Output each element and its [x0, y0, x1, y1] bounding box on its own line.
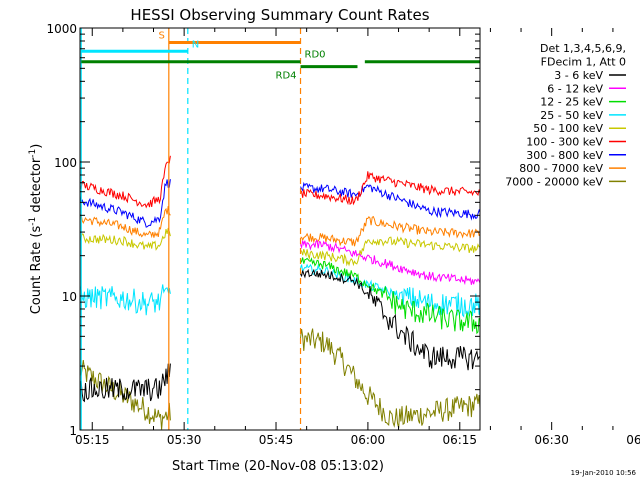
legend-label-0: 3 - 6 keV	[554, 69, 603, 82]
series-trace-4	[80, 227, 480, 267]
legend-label-4: 50 - 100 keV	[533, 122, 603, 135]
series-trace-0	[80, 268, 480, 403]
chart-title: HESSI Observing Summary Count Rates	[130, 6, 429, 24]
y-axis-label-main: Count Rate (s	[29, 226, 44, 315]
y-axis-label: Count Rate (s-1 detector-1)	[28, 144, 44, 315]
legend-label-3: 25 - 50 keV	[540, 109, 603, 122]
flag-label-4: RD4	[276, 71, 297, 82]
series-trace-8	[80, 328, 480, 430]
legend-label-8: 7000 - 20000 keV	[505, 175, 603, 188]
legend-label-1: 6 - 12 keV	[547, 82, 603, 95]
legend-header-0: Det 1,3,4,5,6,9,	[540, 42, 626, 55]
y-tick-label-3: 1000	[46, 22, 77, 36]
flag-label-3: RD0	[305, 50, 326, 61]
x-tick-label-4: 06:15	[442, 433, 477, 447]
legend-label-2: 12 - 25 keV	[540, 96, 603, 109]
plot-frame	[79, 27, 481, 431]
legend-label-5: 100 - 300 keV	[526, 136, 603, 149]
legend-label-7: 800 - 7000 keV	[519, 162, 603, 175]
x-axis-label: Start Time (20-Nov-08 05:13:02)	[172, 459, 384, 474]
x-tick-label-1: 05:30	[167, 433, 202, 447]
x-tick-label-3: 06:00	[351, 433, 386, 447]
flag-label-1: N	[192, 39, 199, 50]
plot-area: S N RD0 RD4	[80, 28, 480, 430]
y-tick-label-2: 100	[54, 156, 77, 170]
y-axis-label-mid: detector	[29, 157, 44, 217]
series-trace-3	[80, 263, 480, 318]
x-tick-label-6: 06:45	[626, 433, 640, 447]
x-tick-label-5: 06:30	[534, 433, 569, 447]
legend: Det 1,3,4,5,6,9,FDecim 1, Att 03 - 6 keV…	[505, 42, 626, 188]
series-trace-2	[300, 257, 480, 335]
y-tick-label-0: 1	[69, 424, 77, 438]
y-axis-label-sup1: -1	[28, 217, 38, 226]
legend-header-1: FDecim 1, Att 0	[541, 56, 626, 69]
legend-label-6: 300 - 800 keV	[526, 149, 603, 162]
y-axis-label-end: )	[29, 144, 44, 149]
flag-label-0: S	[158, 30, 164, 41]
y-tick-label-1: 10	[62, 290, 77, 304]
series-trace-5	[80, 155, 480, 209]
series-trace-7	[80, 206, 480, 247]
y-axis-label-sup2: -1	[28, 149, 38, 158]
x-tick-label-0: 05:15	[75, 433, 110, 447]
timestamp: 19-Jan-2010 10:56	[571, 469, 637, 477]
x-tick-label-2: 05:45	[259, 433, 294, 447]
axes: 05:15 05:30 05:45 06:00 06:15 06:30 06:45 1 10 10…	[46, 22, 640, 447]
series-trace-1	[300, 239, 480, 286]
